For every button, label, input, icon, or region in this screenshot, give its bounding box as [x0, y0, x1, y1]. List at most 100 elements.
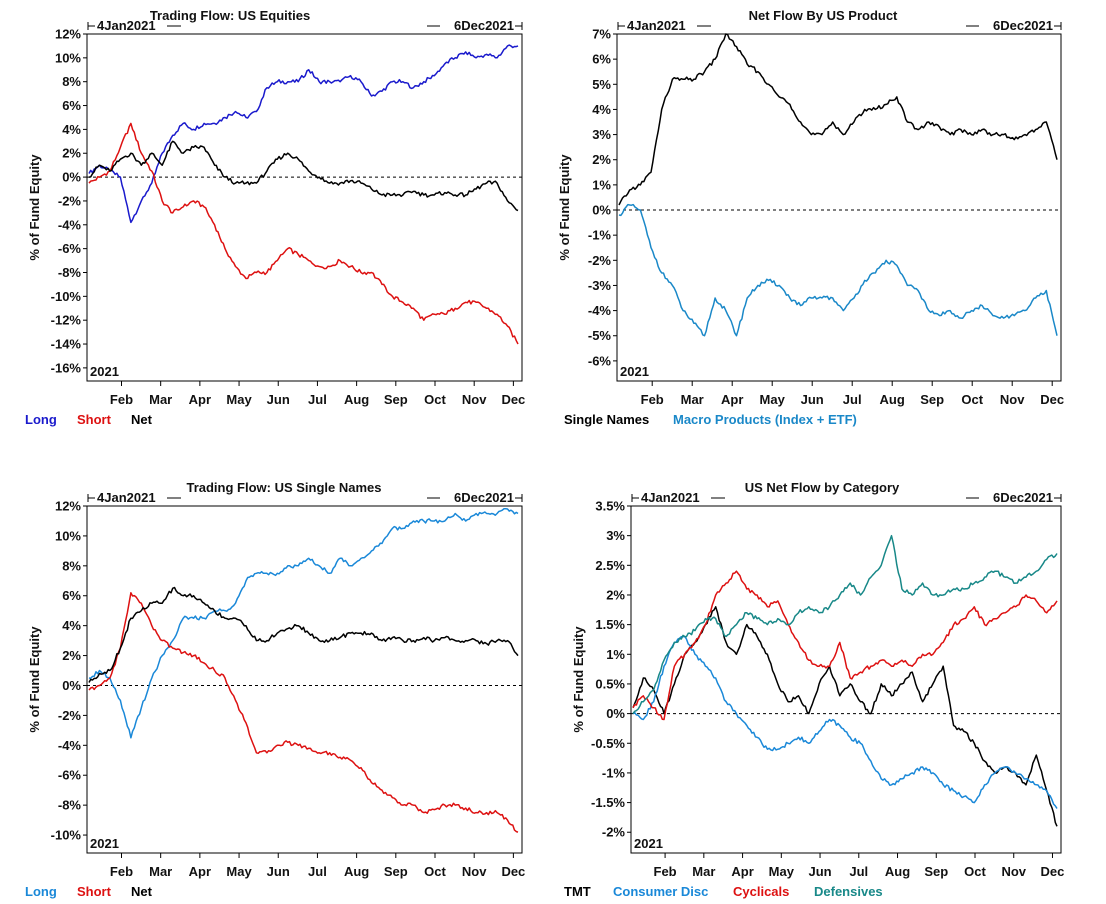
- x-tick-label: Dec: [1040, 392, 1064, 407]
- y-tick-label: -2%: [588, 253, 612, 268]
- y-tick-label: -1%: [602, 765, 626, 780]
- legend-item-long: Long: [25, 412, 57, 427]
- x-tick-label: Oct: [424, 864, 446, 879]
- y-tick-label: 10%: [55, 528, 81, 543]
- x-tick-label: Jun: [267, 864, 290, 879]
- x-tick-label: Jul: [308, 392, 327, 407]
- y-tick-label: -10%: [51, 289, 82, 304]
- series-line-long: [88, 44, 519, 224]
- y-tick-label: -0.5%: [591, 736, 625, 751]
- legend-item-defensives: Defensives: [814, 884, 883, 899]
- legend-item-short: Short: [77, 412, 112, 427]
- x-tick-label: Nov: [1001, 864, 1026, 879]
- y-tick-label: 2%: [62, 648, 81, 663]
- year-label: 2021: [634, 836, 663, 851]
- y-tick-label: 3%: [606, 528, 625, 543]
- x-tick-label: Nov: [462, 392, 487, 407]
- end-date-label: 6Dec2021: [454, 490, 514, 505]
- y-tick-label: 3.5%: [595, 499, 625, 514]
- y-tick-label: -2%: [58, 193, 82, 208]
- series-line-short: [88, 592, 519, 833]
- plot-frame: [630, 505, 1062, 854]
- y-axis-title: % of Fund Equity: [557, 154, 572, 261]
- y-tick-label: -4%: [58, 217, 82, 232]
- x-tick-label: Sep: [920, 392, 944, 407]
- x-tick-label: Dec: [1041, 864, 1065, 879]
- x-tick-label: Jun: [267, 392, 290, 407]
- y-tick-label: -2%: [602, 825, 626, 840]
- y-tick-label: 6%: [62, 588, 81, 603]
- x-tick-label: Sep: [384, 864, 408, 879]
- year-label: 2021: [620, 364, 649, 379]
- series-line-net: [88, 586, 519, 683]
- y-tick-label: 2%: [592, 152, 611, 167]
- x-tick-label: Feb: [110, 864, 133, 879]
- y-tick-label: -6%: [58, 768, 82, 783]
- x-tick-label: Aug: [880, 392, 905, 407]
- y-tick-label: 2%: [606, 587, 625, 602]
- y-tick-label: 12%: [55, 499, 81, 514]
- x-tick-label: Jul: [843, 392, 862, 407]
- legend-item-macro-products-index-etf: Macro Products (Index + ETF): [673, 412, 857, 427]
- y-tick-label: -14%: [51, 337, 82, 352]
- x-tick-label: May: [769, 864, 795, 879]
- y-tick-label: 2.5%: [595, 558, 625, 573]
- legend-item-net: Net: [131, 412, 153, 427]
- year-label: 2021: [90, 836, 119, 851]
- x-tick-label: Jun: [808, 864, 831, 879]
- x-tick-label: Feb: [654, 864, 677, 879]
- y-tick-label: -4%: [588, 303, 612, 318]
- x-tick-label: Aug: [344, 864, 369, 879]
- y-tick-label: 4%: [592, 102, 611, 117]
- x-tick-label: Sep: [384, 392, 408, 407]
- y-axis-title: % of Fund Equity: [571, 626, 586, 733]
- x-tick-label: Aug: [885, 864, 910, 879]
- start-date-label: 4Jan2021: [97, 490, 156, 505]
- x-tick-label: Jul: [308, 864, 327, 879]
- y-tick-label: -16%: [51, 360, 82, 375]
- plot-frame: [86, 505, 523, 854]
- chart-panel-c2: Net Flow By US Product 4Jan2021 6Dec2021 7%…: [557, 8, 1064, 427]
- y-tick-label: -2%: [58, 708, 82, 723]
- legend-item-long: Long: [25, 884, 57, 899]
- y-tick-label: -5%: [588, 328, 612, 343]
- y-tick-label: 6%: [592, 52, 611, 67]
- y-tick-label: -1%: [588, 228, 612, 243]
- x-tick-label: Jul: [849, 864, 868, 879]
- y-tick-label: 1%: [606, 647, 625, 662]
- legend-item-tmt: TMT: [564, 884, 591, 899]
- x-tick-label: Mar: [692, 864, 715, 879]
- chart-title: Net Flow By US Product: [749, 8, 898, 23]
- y-tick-label: 1.5%: [595, 617, 625, 632]
- y-tick-label: -4%: [58, 738, 82, 753]
- x-tick-label: Feb: [110, 392, 133, 407]
- y-tick-label: 0%: [606, 706, 625, 721]
- legend-item-net: Net: [131, 884, 153, 899]
- y-tick-label: 10%: [55, 50, 81, 65]
- y-tick-label: 0.5%: [595, 676, 625, 691]
- y-tick-label: 1%: [592, 177, 611, 192]
- end-date-label: 6Dec2021: [993, 490, 1053, 505]
- series-line-cyclicals: [632, 570, 1058, 721]
- y-tick-label: 0%: [592, 203, 611, 218]
- series-line-long: [88, 507, 519, 739]
- y-tick-label: 4%: [62, 122, 81, 137]
- x-tick-label: Apr: [189, 392, 211, 407]
- start-date-label: 4Jan2021: [97, 18, 156, 33]
- plot-frame: [616, 33, 1062, 382]
- y-tick-label: 12%: [55, 27, 81, 42]
- y-axis-title: % of Fund Equity: [27, 626, 42, 733]
- x-tick-label: Jun: [801, 392, 824, 407]
- y-tick-label: 2%: [62, 146, 81, 161]
- start-date-label: 4Jan2021: [641, 490, 700, 505]
- chart-panel-c4: US Net Flow by Category 4Jan2021 6Dec2021 3…: [564, 480, 1064, 899]
- end-date-label: 6Dec2021: [454, 18, 514, 33]
- chart-title: US Net Flow by Category: [745, 480, 900, 495]
- y-tick-label: 3%: [592, 127, 611, 142]
- chart-panel-c3: Trading Flow: US Single Names 4Jan2021 6De…: [25, 480, 525, 899]
- y-tick-label: 7%: [592, 27, 611, 42]
- x-tick-label: May: [226, 864, 252, 879]
- x-tick-label: Oct: [961, 392, 983, 407]
